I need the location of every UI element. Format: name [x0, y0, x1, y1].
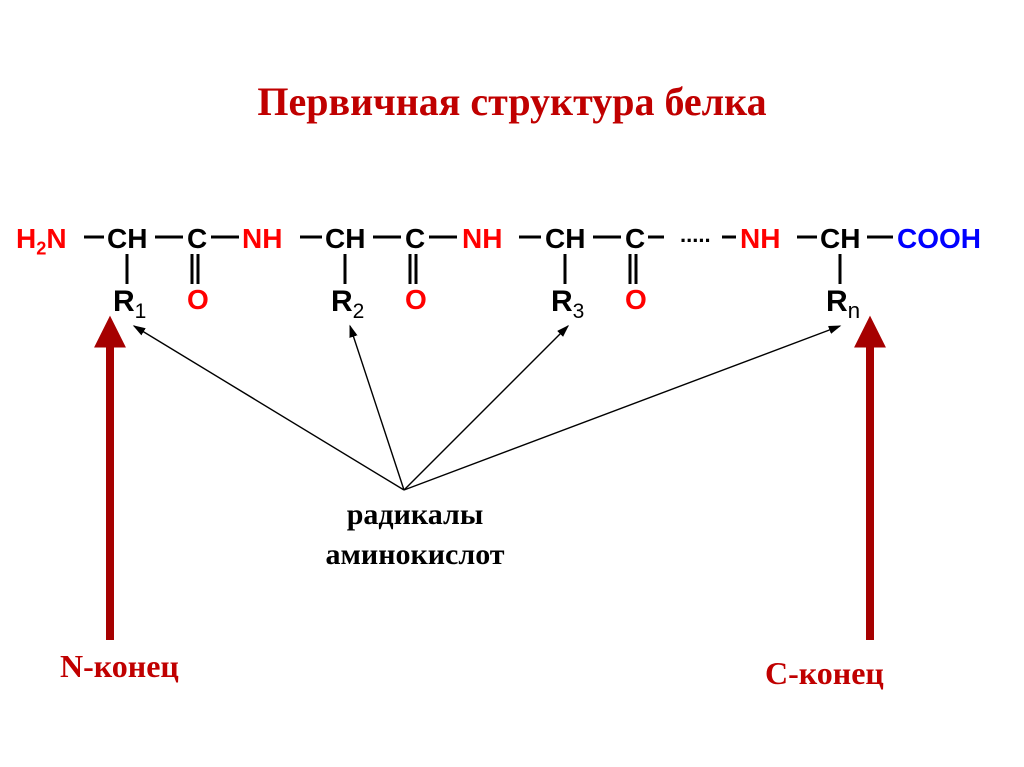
slide: Первичная структура белка H2N CH C NH CH… — [0, 0, 1024, 767]
r-sub: 3 — [573, 300, 585, 323]
radical-r1: R1 — [113, 285, 146, 324]
r-base: R — [551, 285, 573, 318]
r-base: R — [331, 285, 353, 318]
radicals-label-line1: радикалы — [300, 498, 530, 532]
r-base: R — [113, 285, 135, 318]
radical-r2: R2 — [331, 285, 364, 324]
radicals-label-line2: аминокислот — [285, 538, 545, 572]
r-sub: 2 — [353, 300, 365, 323]
r-base: R — [826, 285, 848, 318]
radical-r3: R3 — [551, 285, 584, 324]
c-end-label: С-конец — [765, 655, 884, 692]
oxygen-2: O — [405, 284, 427, 316]
r-sub: 1 — [135, 300, 147, 323]
r-sub: n — [848, 298, 861, 323]
radical-rn: Rn — [826, 285, 860, 324]
n-end-label: N-конец — [60, 648, 179, 685]
oxygen-1: O — [187, 284, 209, 316]
oxygen-3: O — [625, 284, 647, 316]
